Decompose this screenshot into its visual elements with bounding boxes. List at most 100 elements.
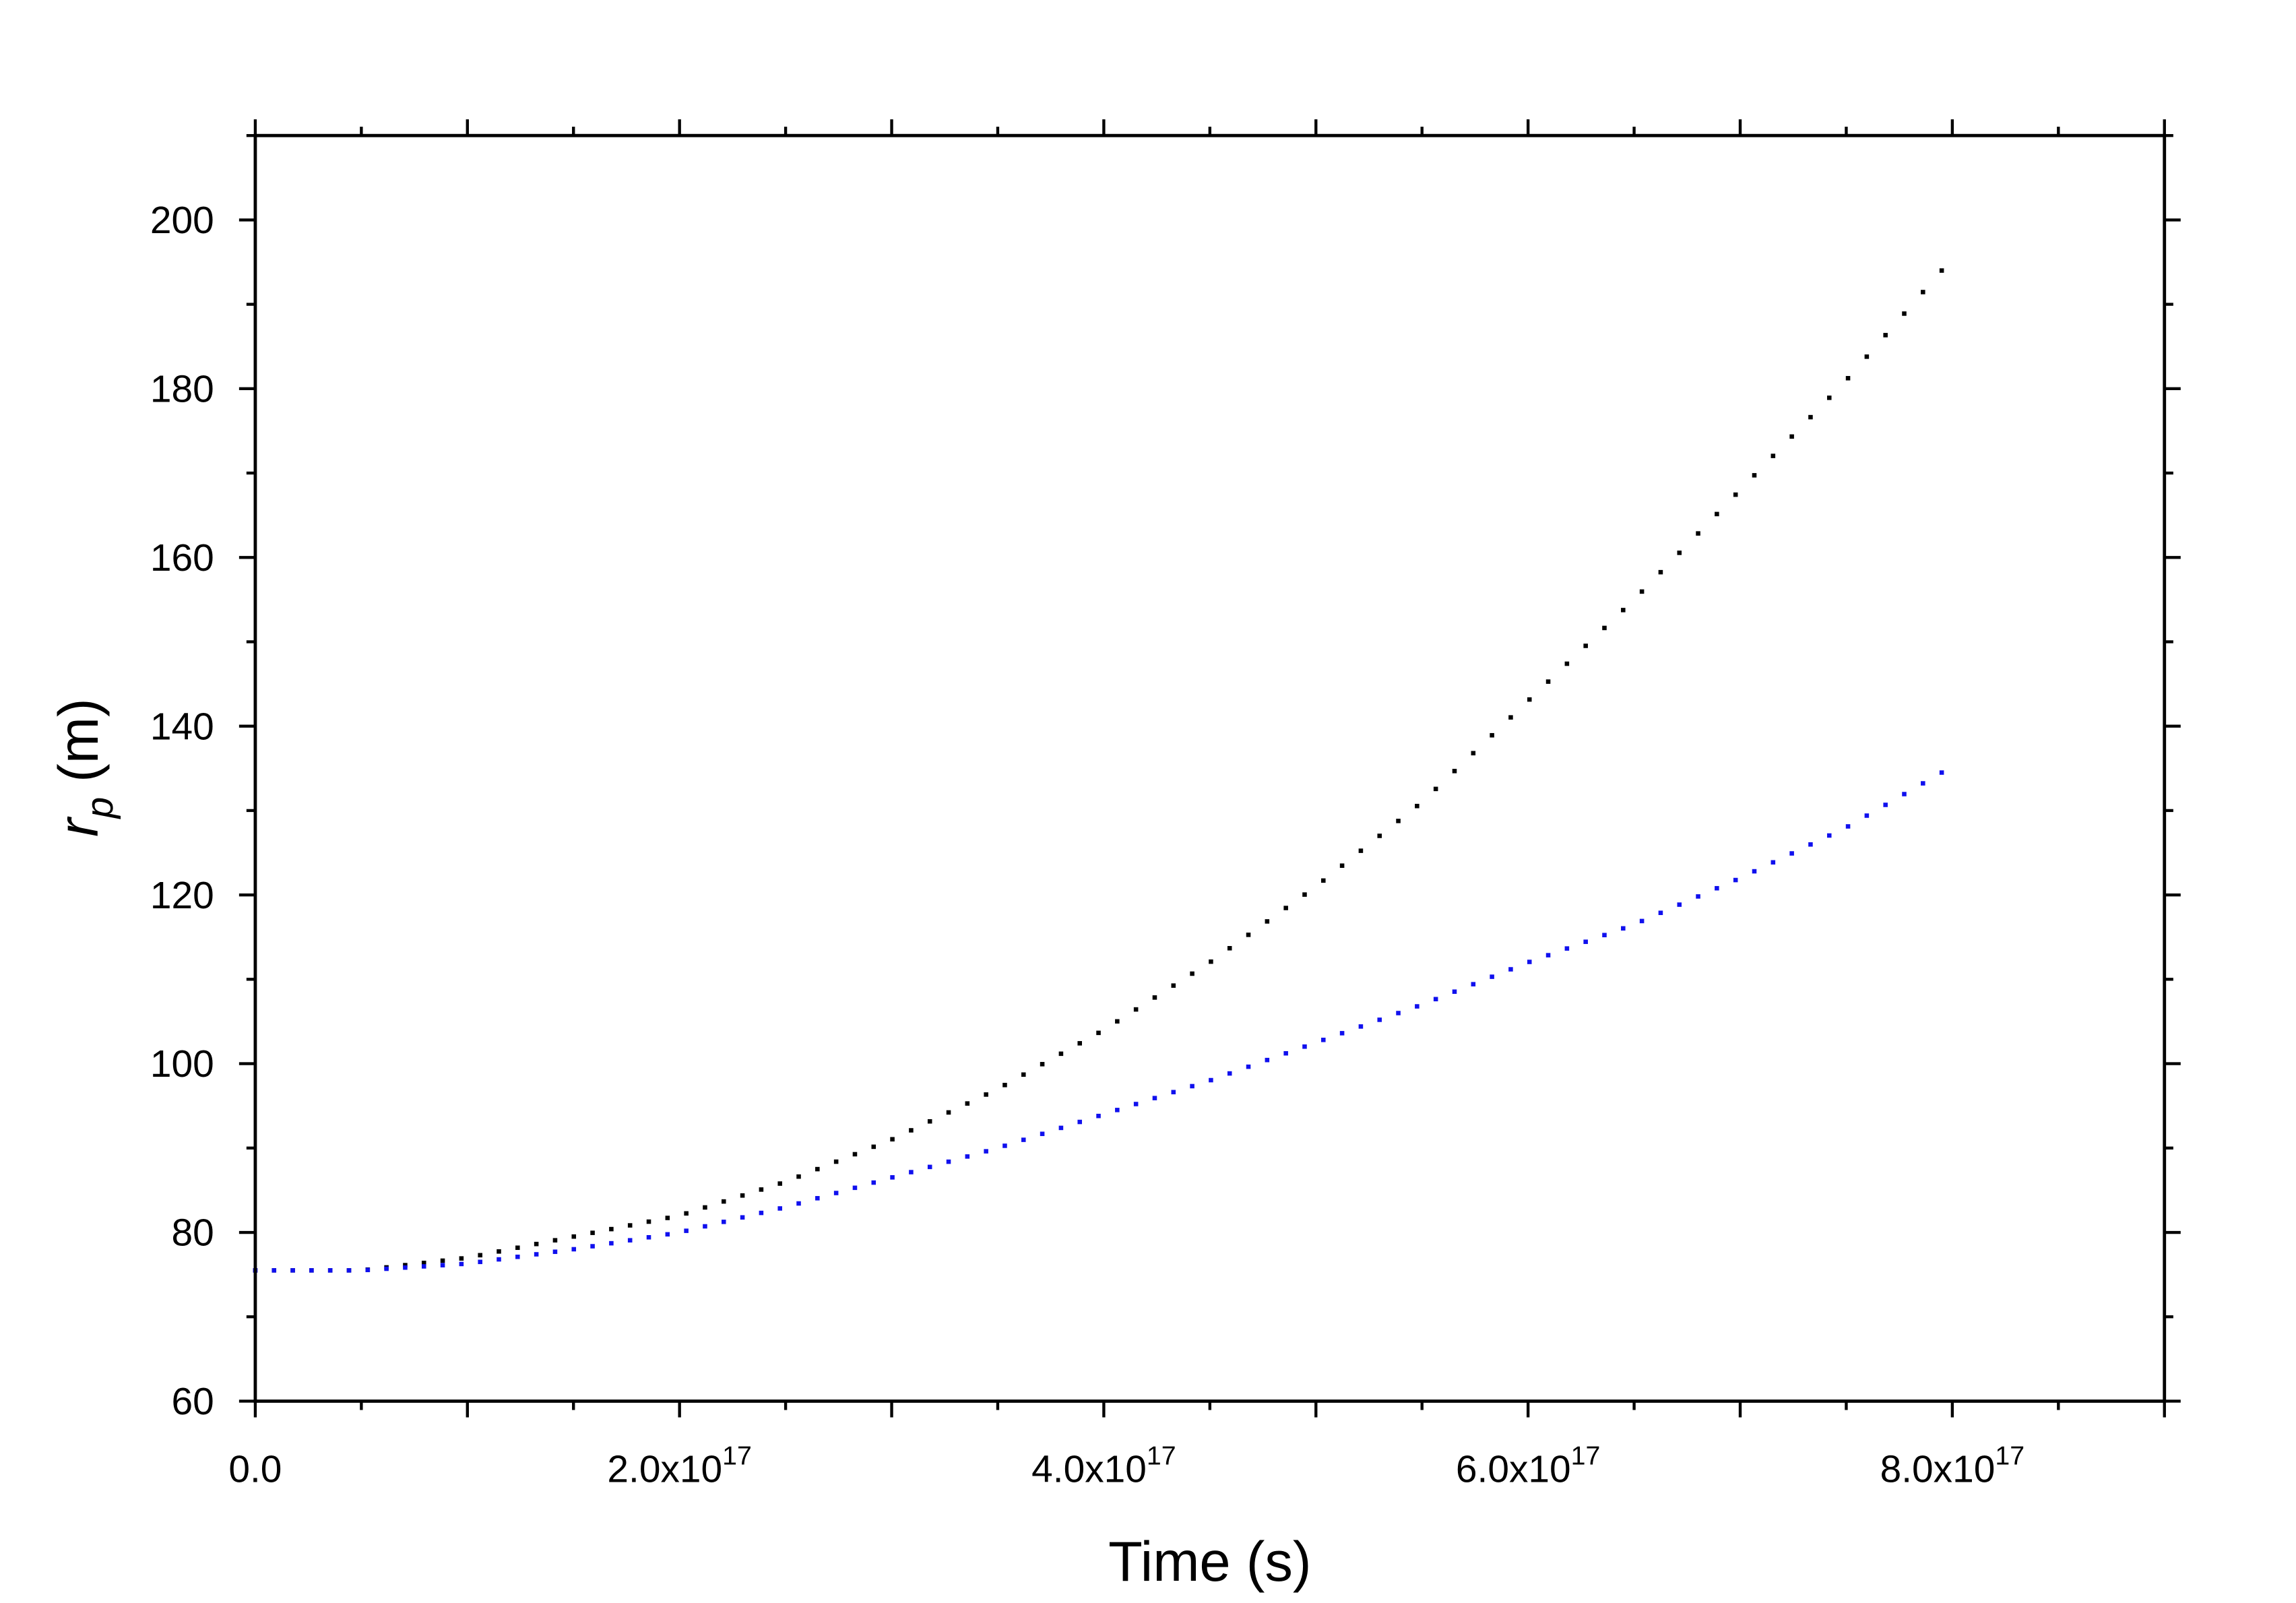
data-point [1677, 551, 1682, 555]
data-point [1789, 851, 1794, 856]
data-point [1752, 473, 1757, 478]
data-point [1715, 511, 1719, 517]
data-point [1696, 531, 1700, 536]
data-point [1058, 1051, 1064, 1057]
data-point [1490, 974, 1494, 979]
data-point [403, 1263, 408, 1267]
data-point [609, 1240, 614, 1246]
data-point [871, 1144, 876, 1150]
data-point [459, 1261, 464, 1267]
data-point [1545, 679, 1551, 684]
data-point [365, 1267, 371, 1273]
data-point [440, 1258, 445, 1263]
data-point [1133, 1102, 1139, 1106]
data-point [1321, 878, 1326, 883]
data-point [833, 1191, 839, 1195]
series-1 [253, 268, 1944, 1273]
data-point [1508, 967, 1513, 972]
data-point [1621, 926, 1626, 931]
data-point [1246, 933, 1251, 937]
data-point [1396, 1011, 1401, 1015]
data-point [609, 1226, 614, 1232]
data-point [552, 1238, 558, 1243]
data-point [1302, 1044, 1307, 1049]
data-point [1771, 453, 1776, 458]
data-point [1808, 842, 1813, 847]
y-tick-label: 80 [171, 1212, 214, 1255]
x-tick-label: 0.0 [228, 1449, 282, 1491]
data-point [852, 1152, 858, 1157]
data-point [759, 1210, 764, 1216]
data-point [627, 1223, 633, 1228]
data-point [1190, 1083, 1194, 1089]
data-point [871, 1180, 876, 1185]
data-point [1621, 608, 1626, 612]
data-point [946, 1110, 951, 1115]
data-point [534, 1241, 539, 1247]
data-point [1415, 803, 1420, 809]
data-point [534, 1252, 539, 1257]
data-point [1902, 792, 1907, 796]
y-axis-title: rp (m) [47, 698, 121, 837]
data-point [1265, 919, 1270, 924]
data-point [721, 1199, 726, 1204]
data-point [1939, 770, 1944, 775]
data-point [1658, 910, 1663, 916]
data-point [1864, 813, 1870, 818]
data-point [515, 1245, 520, 1251]
data-point [1283, 1050, 1288, 1056]
data-point [1845, 376, 1851, 381]
data-point [571, 1247, 577, 1252]
labels-layer: 0.0 2.0x1017 4.0x1017 6.0x1017 8.0x101760801… [150, 199, 2024, 1491]
data-point [703, 1205, 707, 1210]
data-point [1508, 715, 1513, 720]
data-point [1602, 933, 1607, 938]
y-tick-label: 60 [171, 1381, 214, 1423]
data-point [1564, 661, 1570, 666]
x-tick-label-mantissa: 6.0x10 [1456, 1449, 1571, 1491]
data-point [703, 1224, 707, 1229]
data-point [1808, 414, 1813, 420]
x-axis-title: Time (s) [1108, 1530, 1311, 1593]
x-tick-label-mantissa: 8.0x10 [1880, 1449, 1996, 1491]
x-tick-label-mantissa: 4.0x10 [1031, 1449, 1147, 1491]
data-point [1789, 434, 1794, 439]
data-point [777, 1181, 782, 1186]
data-point [1471, 982, 1476, 986]
data-point [1171, 983, 1176, 988]
data-point [1733, 492, 1738, 497]
data-point [1883, 333, 1888, 338]
data-point [1564, 946, 1570, 951]
data-point [1752, 869, 1757, 874]
data-point [1002, 1143, 1007, 1148]
data-point [1209, 959, 1213, 964]
data-point [1227, 1071, 1232, 1076]
data-point [646, 1234, 651, 1240]
data-point [909, 1170, 914, 1174]
data-point [1246, 1064, 1251, 1069]
data-point [1921, 290, 1925, 294]
data-point [1826, 396, 1832, 400]
data-point [309, 1268, 314, 1273]
data-point [665, 1232, 670, 1237]
data-point [1733, 877, 1738, 883]
data-point [1152, 995, 1157, 1000]
x-tick-label: 8.0x1017 [1880, 1441, 2024, 1490]
data-point [1171, 1090, 1176, 1095]
y-axis-unit: (m) [47, 698, 110, 782]
y-axis-symbol: r [47, 816, 110, 837]
data-point [684, 1228, 689, 1233]
data-point [1190, 971, 1194, 976]
data-point [1658, 569, 1663, 575]
data-point [1096, 1113, 1101, 1119]
data-point [1452, 989, 1457, 994]
data-point [1152, 1096, 1157, 1100]
data-point [777, 1206, 782, 1211]
data-point [984, 1092, 988, 1097]
data-point [290, 1268, 295, 1273]
data-point [1639, 918, 1645, 924]
data-point [1021, 1072, 1026, 1077]
x-tick-label-exponent: 17 [722, 1441, 752, 1470]
data-point [1040, 1062, 1045, 1067]
